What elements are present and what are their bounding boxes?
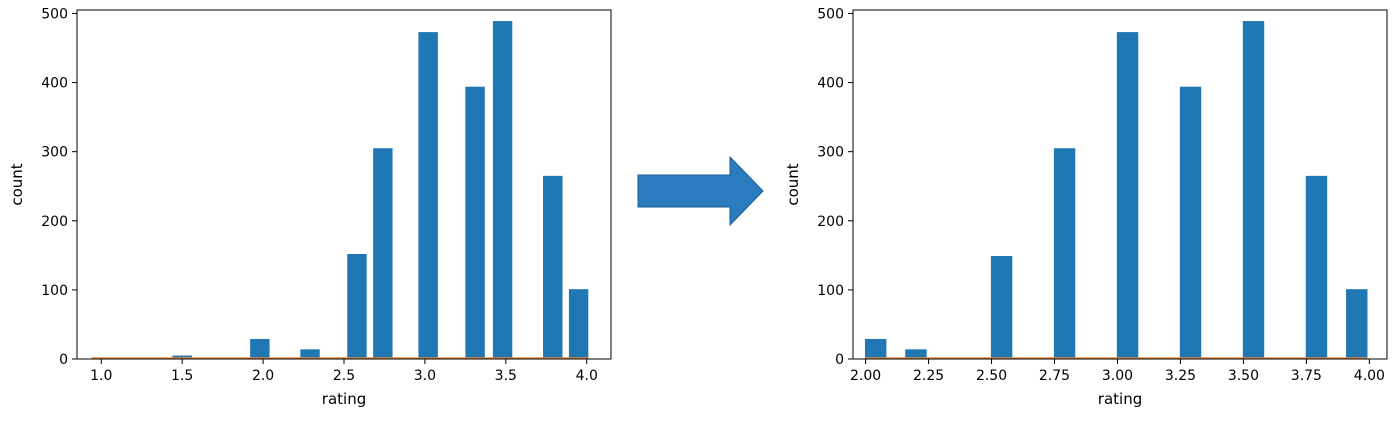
x-tick-label: 2.50 <box>976 368 1007 384</box>
y-tick-label: 200 <box>817 214 844 230</box>
bar <box>543 175 563 359</box>
x-tick-label: 2.0 <box>252 368 274 384</box>
y-axis-label: count <box>8 163 26 205</box>
bar <box>1346 289 1368 359</box>
y-tick-label: 100 <box>817 283 844 299</box>
bar <box>347 253 367 359</box>
x-tick-label: 3.25 <box>1165 368 1196 384</box>
y-tick-label: 0 <box>59 352 68 368</box>
x-tick-label: 1.5 <box>171 368 193 384</box>
bar <box>373 148 393 359</box>
bar <box>418 32 438 359</box>
bar <box>905 349 927 359</box>
bar <box>1179 86 1202 360</box>
x-axis-label: rating <box>1098 390 1142 408</box>
y-tick-label: 0 <box>835 352 844 368</box>
y-tick-label: 500 <box>41 6 68 22</box>
bar <box>1305 175 1328 359</box>
bar <box>990 256 1013 359</box>
x-tick-label: 3.5 <box>495 368 517 384</box>
bar <box>1053 148 1076 359</box>
y-axis-label: count <box>784 163 802 205</box>
x-tick-label: 4.0 <box>576 368 598 384</box>
x-tick-label: 2.5 <box>333 368 355 384</box>
x-tick-label: 3.75 <box>1291 368 1322 384</box>
x-tick-label: 2.75 <box>1039 368 1070 384</box>
x-tick-label: 1.0 <box>90 368 112 384</box>
bar <box>465 86 485 360</box>
arrow-icon <box>637 155 764 227</box>
y-tick-label: 200 <box>41 214 68 230</box>
transform-arrow <box>637 155 764 227</box>
left-histogram: 1.0 1.5 2.0 2.5 3.0 3.5 4.0 0 100 200 300 400 500 rat… <box>8 6 612 408</box>
x-tick-label: 2.25 <box>913 368 944 384</box>
bar <box>568 289 589 359</box>
bar <box>492 21 513 359</box>
y-tick-label: 300 <box>817 145 844 161</box>
y-tick-label: 500 <box>817 6 844 22</box>
axes-frame <box>852 9 1388 360</box>
right-histogram: 2.00 2.25 2.50 2.75 3.00 3.25 3.50 3.75 4.00 0 100… <box>784 6 1388 408</box>
bar <box>1116 32 1139 359</box>
x-tick-label: 2.00 <box>850 368 881 384</box>
x-tick-label: 3.0 <box>414 368 436 384</box>
x-tick-label: 4.00 <box>1354 368 1385 384</box>
y-tick-label: 400 <box>41 76 68 92</box>
y-tick-label: 100 <box>41 283 68 299</box>
x-tick-label: 3.50 <box>1228 368 1259 384</box>
bar <box>250 338 270 359</box>
y-tick-label: 300 <box>41 145 68 161</box>
bar <box>1242 21 1265 359</box>
x-axis-label: rating <box>322 390 366 408</box>
y-tick-label: 400 <box>817 76 844 92</box>
axes-frame <box>76 9 612 360</box>
x-tick-label: 3.00 <box>1102 368 1133 384</box>
bar <box>864 338 887 359</box>
bar <box>300 349 320 359</box>
